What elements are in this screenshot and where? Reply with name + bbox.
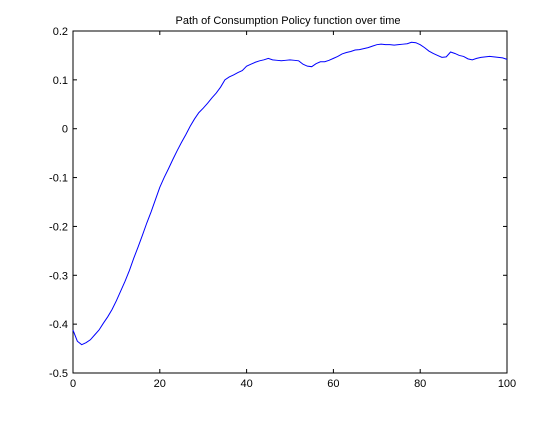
y-tick-label: 0.2: [53, 26, 68, 38]
x-tick-label: 0: [70, 378, 76, 390]
y-tick-label: -0.3: [49, 270, 68, 282]
x-tick-label: 40: [240, 378, 252, 390]
y-tick-label: -0.4: [49, 319, 68, 331]
y-tick-label: 0: [62, 124, 68, 136]
x-tick-label: 80: [414, 378, 426, 390]
x-tick-label: 20: [154, 378, 166, 390]
y-tick-label: 0.1: [53, 75, 68, 87]
x-tick-label: 60: [327, 378, 339, 390]
x-tick-label: 100: [498, 378, 516, 390]
series-line: [72, 41, 508, 346]
y-tick-label: -0.5: [49, 368, 68, 380]
y-tick-label: -0.1: [49, 173, 68, 185]
chart-title: Path of Consumption Policy function over…: [175, 15, 400, 27]
y-tick-label: -0.2: [49, 221, 68, 233]
plot-area: [72, 30, 508, 374]
